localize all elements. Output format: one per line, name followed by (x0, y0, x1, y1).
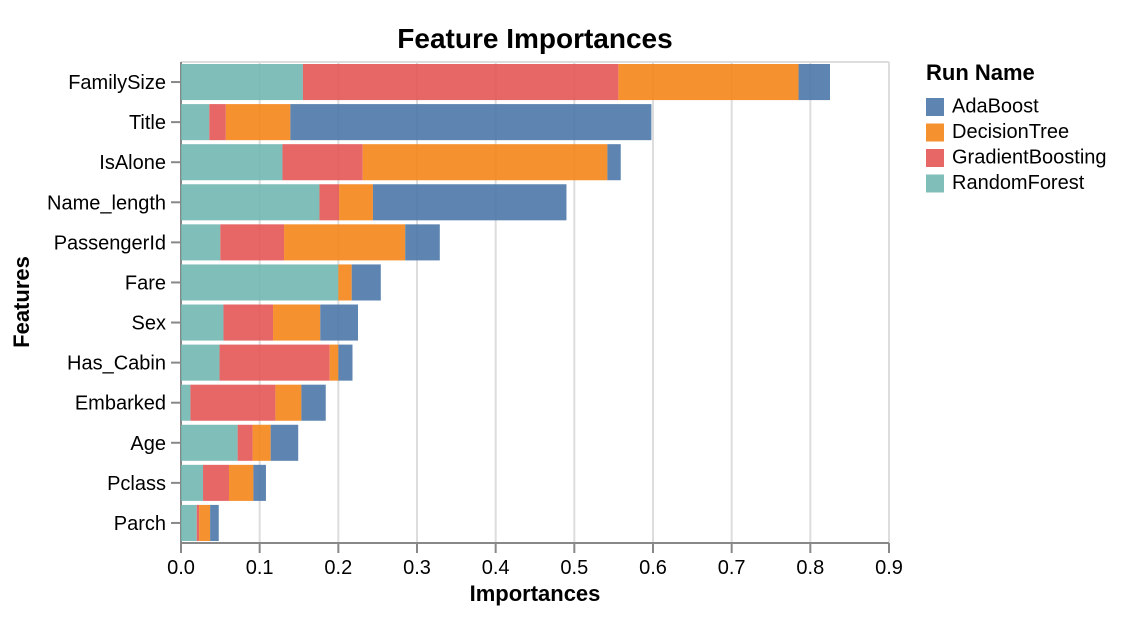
bar-segment-PassengerId-RandomForest (181, 224, 221, 261)
y-axis: FamilySize Title IsAlone Name_length Passeng… (47, 72, 181, 535)
y-tick-label-Pclass: Pclass (107, 473, 166, 495)
bar-segment-Title-AdaBoost (290, 104, 652, 141)
y-tick-label-FamilySize: FamilySize (68, 72, 166, 94)
bar-segment-Fare-RandomForest (181, 264, 339, 301)
x-tick-label: 0.8 (796, 557, 824, 579)
bar-segment-IsAlone-RandomForest (181, 144, 283, 181)
bar-segment-FamilySize-RandomForest (181, 64, 303, 101)
legend-swatch-RandomForest (926, 174, 944, 193)
x-tick-label: 0.5 (560, 557, 588, 579)
y-tick-label-Fare: Fare (125, 272, 166, 294)
axis-domain-layer (180, 62, 889, 544)
bar-segment-Pclass-DecisionTree (228, 464, 254, 501)
bar-segment-Sex-GradientBoosting (223, 304, 274, 341)
bar-segment-FamilySize-GradientBoosting (302, 64, 619, 101)
bars-layer (181, 64, 830, 541)
bar-segment-Has_Cabin-AdaBoost (338, 344, 353, 381)
legend-swatch-AdaBoost (926, 98, 944, 116)
y-tick-label-Title: Title (129, 112, 166, 134)
legend-label-RandomForest: RandomForest (952, 172, 1085, 194)
legend: Run Name AdaBoost DecisionTree GradientBoo… (926, 60, 1107, 194)
bar-segment-Age-RandomForest (181, 424, 238, 461)
y-tick-label-Has_Cabin: Has_Cabin (67, 353, 166, 375)
x-tick-label: 0.4 (482, 557, 510, 579)
bar-segment-IsAlone-GradientBoosting (282, 144, 363, 181)
bar-segment-Age-DecisionTree (252, 424, 271, 461)
bar-segment-Has_Cabin-DecisionTree (329, 344, 339, 381)
x-tick-label: 0.2 (324, 557, 352, 579)
grid-layer (181, 61, 890, 543)
bar-segment-FamilySize-DecisionTree (618, 64, 799, 101)
bar-segment-Embarked-GradientBoosting (190, 384, 276, 421)
bar-segment-Sex-AdaBoost (320, 304, 358, 341)
y-tick-label-Age: Age (130, 433, 166, 455)
bar-segment-IsAlone-DecisionTree (362, 144, 608, 181)
chart-title: Feature Importances (397, 23, 672, 54)
legend-title: Run Name (926, 60, 1035, 85)
bar-segment-Pclass-RandomForest (181, 464, 204, 501)
bar-segment-Name_length-DecisionTree (339, 184, 373, 221)
x-axis-title: Importances (470, 581, 601, 606)
bar-segment-Pclass-AdaBoost (253, 464, 266, 501)
y-tick-label-IsAlone: IsAlone (99, 152, 166, 174)
bar-segment-Name_length-GradientBoosting (319, 184, 340, 221)
legend-label-AdaBoost: AdaBoost (952, 96, 1039, 118)
bar-segment-Age-AdaBoost (270, 424, 299, 461)
bar-segment-Parch-DecisionTree (199, 504, 211, 541)
y-tick-label-Embarked: Embarked (75, 393, 166, 415)
y-tick-label-Parch: Parch (114, 513, 166, 535)
x-tick-label: 0.1 (246, 557, 274, 579)
bar-segment-Fare-DecisionTree (338, 264, 352, 301)
legend-label-GradientBoosting: GradientBoosting (952, 147, 1107, 169)
bar-segment-Name_length-AdaBoost (372, 184, 567, 221)
bar-segment-Parch-RandomForest (181, 504, 197, 541)
bar-segment-Age-GradientBoosting (237, 424, 253, 461)
x-tick-label: 0.3 (403, 557, 431, 579)
bar-segment-Has_Cabin-GradientBoosting (219, 344, 330, 381)
y-tick-label-Name_length: Name_length (47, 192, 166, 214)
bar-segment-Name_length-RandomForest (181, 184, 320, 221)
y-tick-label-PassengerId: PassengerId (54, 232, 166, 254)
legend-swatch-GradientBoosting (926, 149, 944, 167)
bar-segment-Pclass-GradientBoosting (203, 464, 229, 501)
bar-segment-Title-GradientBoosting (209, 104, 226, 141)
bar-segment-Embarked-AdaBoost (301, 384, 326, 421)
bar-segment-Sex-RandomForest (181, 304, 224, 341)
legend-label-DecisionTree: DecisionTree (952, 121, 1069, 143)
bar-segment-PassengerId-DecisionTree (284, 224, 406, 261)
bar-segment-Fare-AdaBoost (351, 264, 381, 301)
y-tick-label-Sex: Sex (132, 313, 166, 335)
bar-segment-Parch-GradientBoosting (196, 504, 200, 541)
bar-segment-FamilySize-AdaBoost (798, 64, 830, 101)
x-tick-label: 0.9 (875, 557, 903, 579)
y-axis-title: Features (9, 256, 34, 348)
bar-segment-Parch-AdaBoost (210, 504, 219, 541)
bar-segment-Title-RandomForest (181, 104, 210, 141)
bar-segment-Has_Cabin-RandomForest (181, 344, 220, 381)
x-tick-label: 0.7 (718, 557, 746, 579)
x-axis: 0.0 0.1 0.2 0.3 0.4 0.5 0.6 0.7 0.8 0.9 (167, 543, 903, 579)
bar-segment-Sex-DecisionTree (273, 304, 321, 341)
bar-segment-Title-DecisionTree (225, 104, 291, 141)
bar-segment-IsAlone-AdaBoost (607, 144, 621, 181)
bar-segment-Embarked-RandomForest (181, 384, 191, 421)
x-tick-label: 0.6 (639, 557, 667, 579)
legend-swatch-DecisionTree (926, 123, 944, 142)
bar-segment-PassengerId-AdaBoost (405, 224, 440, 261)
bar-segment-PassengerId-GradientBoosting (220, 224, 285, 261)
bar-segment-Embarked-DecisionTree (275, 384, 302, 421)
x-tick-label: 0.0 (167, 557, 195, 579)
